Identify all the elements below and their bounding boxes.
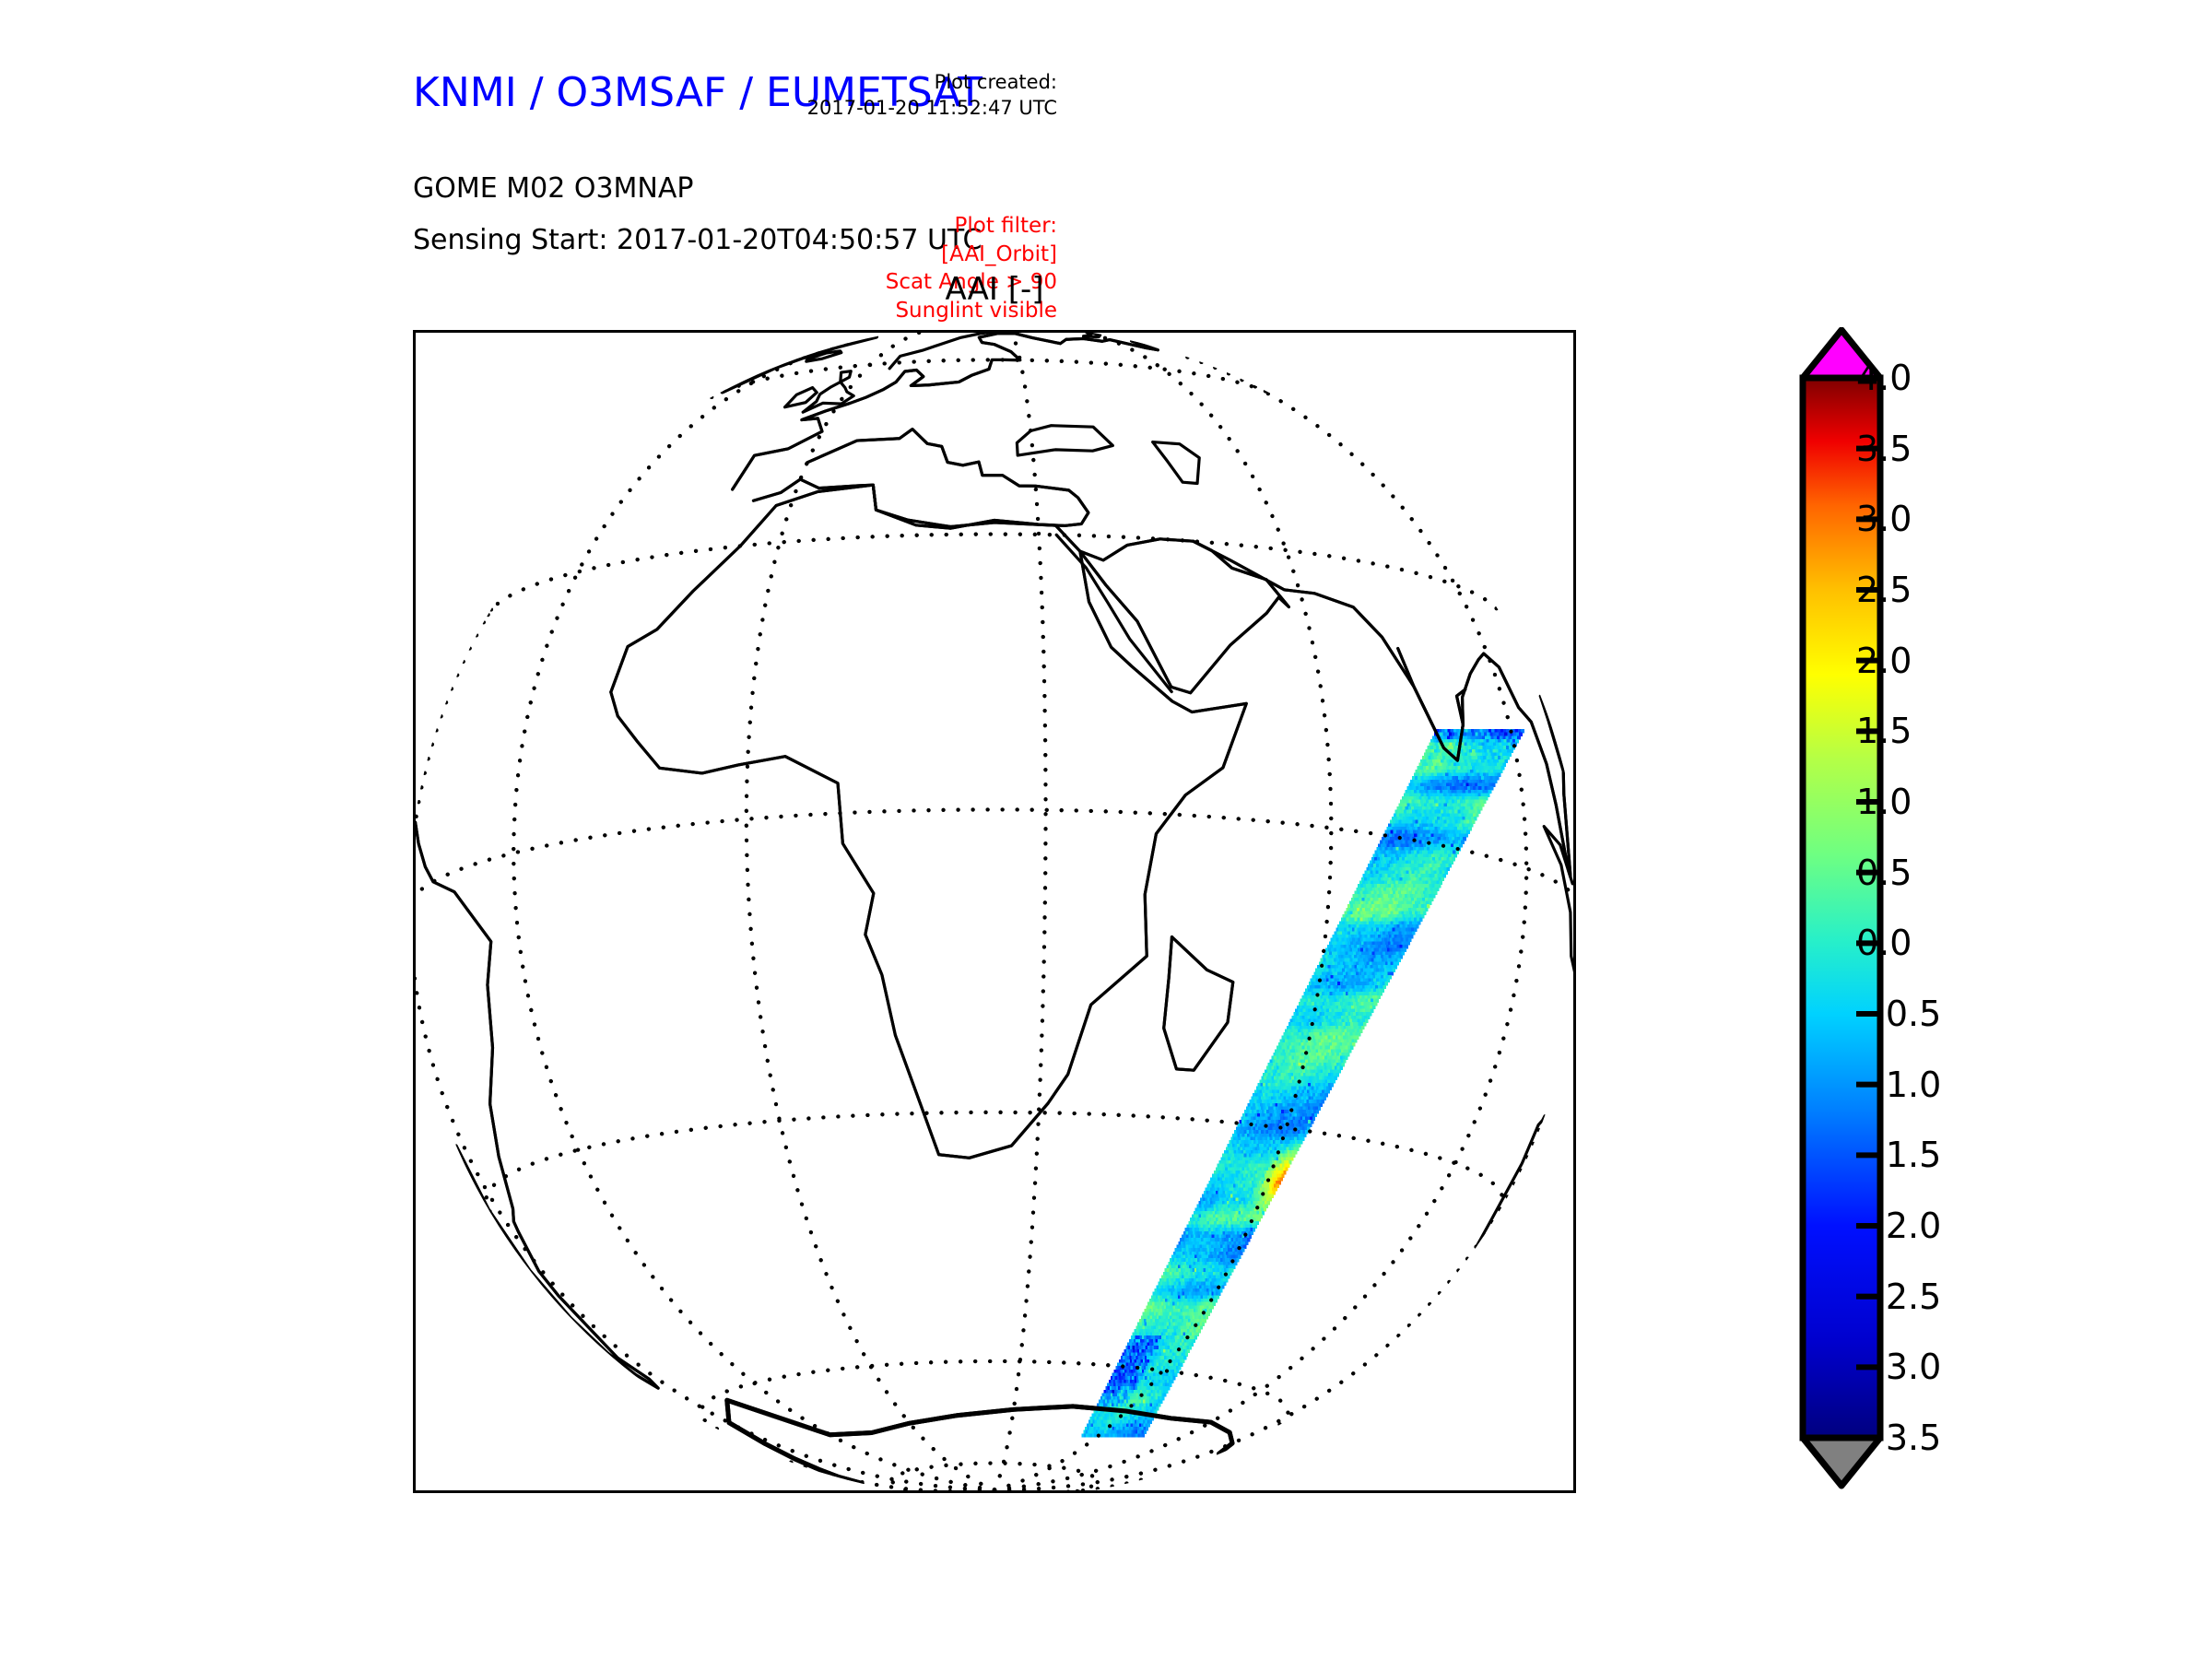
- coastline-britain: [801, 370, 855, 414]
- plot-filter-label: Plot filter:: [954, 214, 1057, 238]
- coastline-overlay-medit: [751, 428, 1090, 530]
- colorbar-tick-label: 2.5: [1856, 570, 1912, 610]
- sensing-start-line: Sensing Start: 2017-01-20T04:50:57 UTC: [413, 224, 982, 256]
- coastline-overlay-arabia: [1078, 537, 1290, 695]
- colorbar-tick-label: 4.0: [1856, 358, 1912, 398]
- meridian-line: [992, 333, 1048, 1490]
- parallel-line: [484, 1110, 1505, 1214]
- meridian-line: [992, 1124, 1543, 1490]
- polar-circle: [890, 1461, 1099, 1490]
- colorbar-tick-label: 3.5: [1856, 428, 1912, 469]
- plot-filter-scat-angle: Scat Angle > 90: [885, 270, 1057, 295]
- parallel-line: [486, 532, 1503, 618]
- parallel-line: [484, 1110, 1505, 1214]
- parallel-line: [486, 532, 1503, 618]
- orthographic-map: [416, 333, 1573, 1490]
- colorbar-tick-label: −2.0: [1856, 1206, 1942, 1246]
- meridian-line: [776, 1454, 997, 1490]
- colorbar-tick-label: −1.0: [1856, 1064, 1942, 1105]
- coastline-overlay-antarctica: [724, 1397, 1235, 1490]
- coastline-australia: [1475, 1114, 1547, 1249]
- coastline-europe: [731, 333, 1159, 491]
- meridian-line: [992, 354, 1529, 1490]
- parallel-line: [709, 358, 1279, 400]
- meridian-line: [913, 1488, 997, 1490]
- plot-created-label: Plot created:: [934, 71, 1057, 93]
- meridian-line: [992, 333, 1334, 1490]
- map-plot-panel: [413, 330, 1576, 1493]
- colorbar-tick-label: 2.0: [1856, 640, 1912, 681]
- colorbar-tick-label: −1.5: [1856, 1135, 1942, 1176]
- page-title: AAI [-]: [945, 271, 1044, 308]
- organisation-title: KNMI / O3MSAF / EUMETSAT: [413, 69, 982, 116]
- colorbar-tick-label: 1.5: [1856, 711, 1912, 752]
- meridian-line: [512, 338, 997, 1490]
- colorbar-tick-labels: 4.0 3.5 3.0 2.5 2.0 1.5 1.0 0.5 0.0 −0.5 −1.0 −1.5 −…: [1856, 327, 2068, 1498]
- meridian-line: [416, 599, 997, 1490]
- coastline-iceland: [805, 349, 843, 363]
- coastline-indonesia: [1542, 825, 1573, 997]
- coastline-overlay-asia_south: [1191, 539, 1572, 879]
- coastline-ireland: [782, 385, 818, 409]
- meridian-line: [512, 338, 997, 1490]
- colorbar-tick-label: −3.0: [1856, 1347, 1942, 1388]
- coastline-overlay-samerica: [416, 820, 660, 1390]
- coastline-madagascar: [1162, 935, 1235, 1072]
- meridian-line: [992, 354, 1529, 1490]
- plot-filter-orbit: [AAI_Orbit]: [941, 241, 1057, 266]
- colorbar-tick-label: 1.0: [1856, 782, 1912, 822]
- coastline-scandinavia: [888, 333, 1018, 371]
- graticule-overlay: [416, 333, 1573, 1490]
- coastline-caspian: [1151, 440, 1201, 486]
- colorbar: 4.0 3.5 3.0 2.5 2.0 1.5 1.0 0.5 0.0 −0.5 −1.0 −1.5 −…: [1795, 327, 2072, 1498]
- colorbar-ticks: [1856, 445, 1880, 1371]
- plot-filter-block: Plot filter: [AAI_Orbit] Scat Angle > 90…: [633, 212, 1057, 324]
- meridian-line: [776, 1454, 997, 1490]
- parallel-line: [699, 1359, 1290, 1432]
- plot-created-timestamp: 2017-01-20 11:52:47 UTC: [806, 96, 1057, 119]
- coastline-blacksea: [1015, 424, 1114, 457]
- coastline-overlay-india_tip: [1396, 646, 1467, 762]
- dataset-line: GOME M02 O3MNAP: [413, 172, 694, 205]
- meridian-line: [416, 599, 997, 1490]
- coastline-overlay-madagascar: [1162, 935, 1235, 1072]
- colorbar-tick-label: 3.0: [1856, 499, 1912, 540]
- parallel-line: [709, 358, 1279, 400]
- coastline-overlay-europe: [731, 333, 1159, 491]
- coastline-asia_south: [1191, 539, 1572, 879]
- coastline-samerica: [416, 820, 660, 1390]
- polar-circle: [890, 1461, 1099, 1490]
- colorbar-tick-label: 0.5: [1856, 852, 1912, 893]
- coastline-arabia: [1078, 537, 1290, 695]
- colorbar-body: [1799, 374, 1884, 1441]
- plot-filter-sunglint: Sunglint visible: [895, 298, 1057, 323]
- colorbar-tick-label: −3.5: [1856, 1418, 1942, 1458]
- meridian-line: [913, 1488, 997, 1490]
- coastline-overlay: [416, 333, 1572, 1490]
- satellite-swath-layer: [1081, 728, 1524, 1438]
- colorbar-gradient: [1799, 327, 1884, 1489]
- coastline-redsea_w: [1054, 533, 1173, 694]
- colorbar-tick-label: 0.0: [1856, 923, 1912, 964]
- coastline-medit: [751, 428, 1090, 530]
- meridian-line: [992, 333, 1048, 1490]
- colorbar-tick-label: −0.5: [1856, 994, 1942, 1034]
- colorbar-tick-label: −2.5: [1856, 1276, 1942, 1317]
- coastline-greenland: [720, 334, 879, 394]
- colorbar-under-arrow: [1799, 1434, 1884, 1489]
- plot-created-block: Plot created: 2017-01-20 11:52:47 UTC: [670, 70, 1057, 122]
